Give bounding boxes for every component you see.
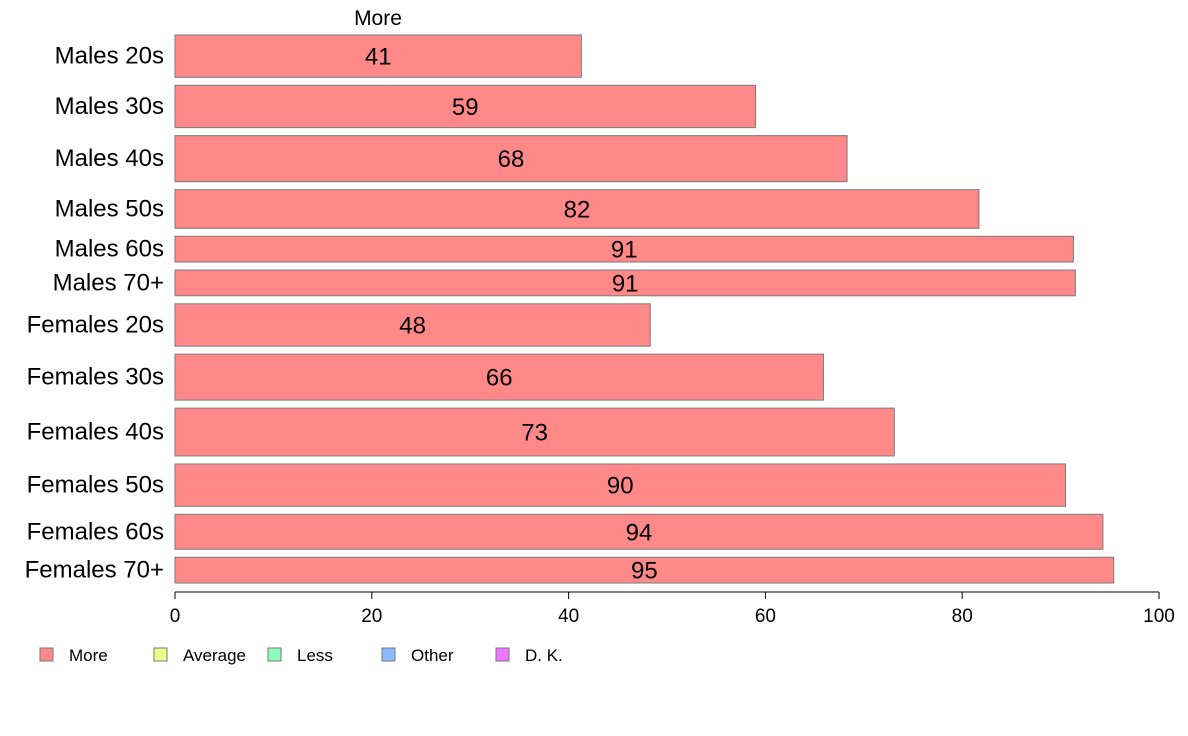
- x-tick-label: 40: [558, 606, 579, 627]
- value-label: 91: [612, 270, 639, 297]
- value-label: 90: [607, 473, 634, 500]
- legend-swatch: [39, 647, 54, 662]
- bar-segment: [174, 303, 651, 347]
- value-label: 68: [498, 146, 525, 173]
- category-label: Males 30s: [55, 93, 164, 120]
- category-label: Females 70+: [25, 557, 164, 584]
- value-label: 91: [611, 237, 638, 264]
- category-label: Females 30s: [27, 364, 164, 391]
- bar-segment: [174, 269, 1076, 297]
- category-label: Females 50s: [27, 472, 164, 499]
- value-label: 94: [626, 519, 653, 546]
- category-label: Males 20s: [55, 43, 164, 70]
- legend-swatch: [381, 647, 396, 662]
- value-label: 95: [631, 558, 658, 585]
- legend-swatch: [495, 647, 510, 662]
- value-label: 66: [486, 365, 513, 392]
- value-label: 41: [365, 44, 392, 71]
- x-tick-label: 60: [755, 606, 776, 627]
- x-axis: 0 20 40 60 80 100: [170, 591, 1175, 627]
- category-label: Females 20s: [27, 311, 164, 338]
- bar-segment: [174, 84, 757, 129]
- column-header: More: [354, 7, 402, 30]
- category-label: Females 40s: [27, 419, 164, 446]
- legend-swatch: [153, 647, 168, 662]
- category-label: Males 60s: [55, 236, 164, 263]
- bar-segment: [174, 189, 980, 229]
- bars-group: Males 20s 41 Males 30s 59 Males 40s 68 Males 5…: [25, 34, 1115, 585]
- value-label: 73: [521, 420, 548, 447]
- bar-segment: [174, 407, 895, 457]
- category-label: Males 70+: [53, 269, 164, 296]
- legend-label: Other: [411, 646, 454, 665]
- legend-swatch: [267, 647, 282, 662]
- legend-label: Less: [297, 646, 333, 665]
- legend-label: D. K.: [525, 646, 563, 665]
- value-label: 48: [399, 312, 426, 339]
- bar-segment: [174, 135, 848, 183]
- bar-segment: [174, 513, 1104, 550]
- category-label: Females 60s: [27, 518, 164, 545]
- bar-segment: [174, 353, 824, 401]
- legend-label: Average: [183, 646, 246, 665]
- bar-segment: [174, 556, 1115, 584]
- category-label: Males 40s: [55, 145, 164, 172]
- value-label: 59: [452, 94, 479, 121]
- bar-segment: [174, 34, 582, 78]
- legend: More Average Less Other D. K.: [39, 646, 563, 665]
- x-tick-label: 0: [170, 606, 181, 627]
- category-label: Males 50s: [55, 195, 164, 222]
- x-tick-label: 20: [361, 606, 382, 627]
- x-tick-label: 80: [952, 606, 973, 627]
- bar-segment: [174, 235, 1074, 263]
- bar-segment: [174, 463, 1067, 507]
- legend-label: More: [69, 646, 108, 665]
- value-label: 82: [564, 196, 591, 223]
- x-tick-label: 100: [1143, 606, 1175, 627]
